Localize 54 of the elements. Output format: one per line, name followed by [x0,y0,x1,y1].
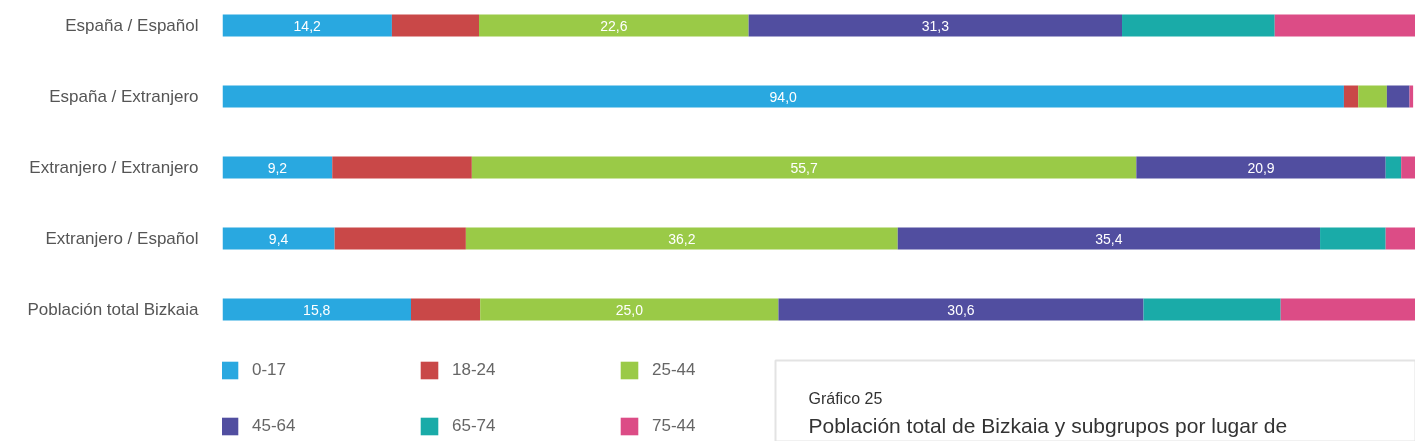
bar [222,298,411,321]
data-label: 15,8 [303,301,331,318]
y-tick-label: España / Español [65,16,199,35]
bar [471,156,1137,179]
bar [1320,227,1386,250]
data-label: 36,2 [668,230,696,247]
legend-label: 75-44 [652,415,697,437]
bar [478,14,749,37]
y-tick-label: Extranjero / Extranjero [29,158,199,177]
legend-label: 25-44 [652,359,697,381]
bar [465,227,898,250]
bar [1401,156,1415,179]
y-tick-label: Extranjero / Español [45,229,199,248]
data-label: 14,2 [293,17,322,34]
data-label: 94,0 [769,88,798,105]
data-label: 30,6 [947,301,975,318]
data-label: 25,0 [615,301,644,318]
bar [222,156,333,179]
data-label: 9,4 [268,230,289,247]
bar [778,298,1144,321]
bar [334,227,466,250]
data-label: 20,9 [1247,159,1275,176]
bar [1274,14,1415,37]
y-tick-label: España / Extranjero [49,87,199,106]
bar [1280,298,1415,321]
bar [1343,85,1359,108]
bar [480,298,779,321]
text: Población total de Bizkaia y subgrupos por lugar de [808,414,1288,437]
bar [748,14,1123,37]
legend-label: 18-24 [452,359,497,381]
bar [1122,14,1275,37]
text: Gráfico 25 [808,390,883,407]
bar [1136,156,1386,179]
bar [1358,85,1387,108]
bar [222,85,1344,108]
data-label: 22,6 [600,17,628,34]
legend-label: 0-17 [252,359,288,381]
bar [332,156,472,179]
data-label: 9,2 [267,159,288,176]
bar [1143,298,1281,321]
bar [410,298,481,321]
bar [222,14,392,37]
bar [897,227,1321,250]
bar [1386,85,1410,108]
data-label: 35,4 [1095,230,1123,247]
bar [1385,156,1402,179]
legend-label: 65-74 [452,415,497,437]
data-label: 31,3 [921,17,950,34]
bar [1385,227,1415,250]
bar [391,14,479,37]
bar [222,227,335,250]
legend-label: 45-64 [252,415,297,437]
y-tick-label: Población total Bizkaia [27,300,200,319]
data-label: 55,7 [790,159,818,176]
